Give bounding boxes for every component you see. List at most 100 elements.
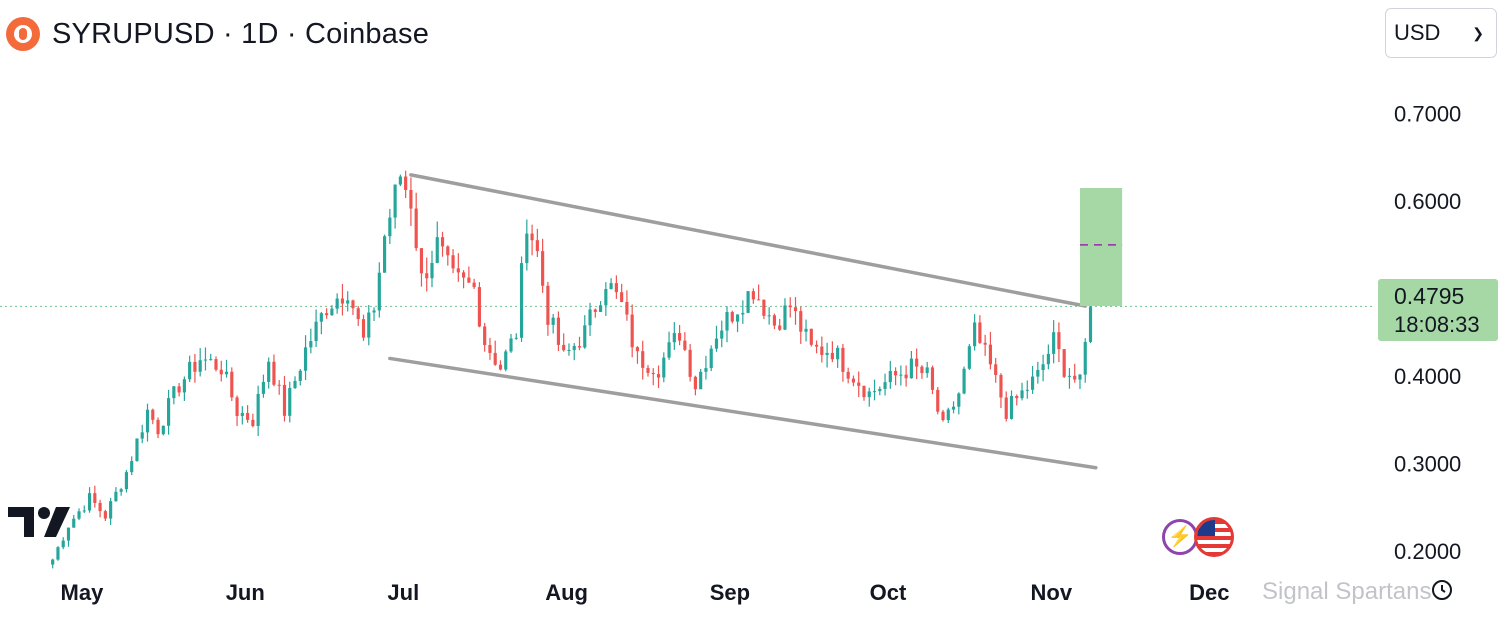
candle	[261, 374, 265, 398]
candle-body	[899, 374, 903, 376]
y-tick-label: 0.4000	[1394, 364, 1461, 389]
candle-body	[693, 376, 697, 390]
candle	[193, 353, 197, 383]
candle	[398, 174, 402, 187]
candle	[646, 365, 650, 377]
candle-body	[246, 412, 250, 420]
candle-body	[446, 246, 450, 256]
candle	[209, 353, 213, 361]
candle-body	[214, 359, 218, 370]
candle-body	[541, 251, 545, 286]
candle-body	[851, 378, 856, 383]
candle-body	[1078, 374, 1082, 380]
candle-body	[114, 491, 118, 502]
candle-body	[77, 511, 81, 519]
candle-body	[915, 358, 919, 367]
us-flag-icon[interactable]	[1194, 517, 1234, 557]
candle-body	[151, 409, 155, 420]
candle	[994, 357, 998, 383]
candle	[951, 401, 956, 414]
timezone-clock-icon[interactable]	[1430, 578, 1454, 602]
candle	[293, 376, 297, 390]
maple-syrup-logo-icon	[6, 17, 40, 51]
candle	[224, 359, 229, 378]
candle	[1062, 349, 1066, 379]
candle	[930, 365, 935, 395]
candle	[704, 355, 708, 380]
candle	[714, 325, 719, 352]
lightning-icon[interactable]: ⚡	[1162, 519, 1198, 555]
candle	[182, 376, 186, 401]
tradingview-logo-icon[interactable]	[8, 505, 72, 539]
candle	[1073, 363, 1077, 383]
candle-body	[735, 314, 740, 322]
candle-body	[793, 307, 798, 312]
candle-body	[930, 367, 935, 390]
candles	[51, 170, 1093, 569]
candle-body	[483, 326, 487, 346]
candle	[519, 256, 524, 342]
currency-select[interactable]: USD ❯	[1385, 8, 1497, 58]
last-price-label: 0.4795 18:08:33	[1378, 279, 1498, 341]
candle	[272, 354, 276, 387]
candle-body	[82, 510, 86, 512]
candle	[925, 361, 929, 378]
candle-body	[762, 299, 766, 316]
candle	[957, 392, 961, 415]
candle-body	[456, 268, 460, 273]
candle	[699, 368, 703, 390]
candle-body	[688, 349, 692, 377]
candle-body	[477, 287, 481, 327]
candle	[730, 310, 734, 324]
candle-body	[209, 359, 213, 361]
upper-trendline	[409, 173, 1087, 308]
candle	[656, 365, 661, 389]
candle	[525, 219, 529, 271]
candle	[830, 341, 834, 363]
candle	[693, 375, 697, 396]
candle	[946, 407, 950, 424]
candle-body	[999, 374, 1003, 398]
candle	[667, 331, 671, 360]
news-flags[interactable]: ⚡	[1160, 517, 1236, 559]
candle-body	[1062, 349, 1066, 377]
candle-body	[814, 344, 819, 347]
candle	[135, 438, 139, 462]
candle-body	[404, 176, 408, 190]
candle-body	[325, 313, 329, 316]
x-tick-label: May	[61, 580, 105, 605]
lower-trendline	[388, 356, 1098, 470]
candle-body	[936, 389, 940, 412]
candle-body	[625, 301, 629, 315]
candle	[804, 319, 808, 342]
candle-body	[1025, 389, 1029, 391]
chart-header: SYRUPUSD · 1D · Coinbase	[6, 14, 429, 54]
candle-body	[1015, 395, 1019, 399]
candle-body	[182, 379, 186, 393]
candle	[282, 376, 287, 422]
candle	[109, 497, 113, 525]
candle-body	[635, 347, 640, 352]
candle	[541, 238, 545, 293]
y-tick-label: 0.2000	[1394, 539, 1461, 564]
candle-body	[103, 511, 107, 519]
candle	[404, 170, 408, 199]
candle-body	[546, 285, 550, 325]
candle	[820, 336, 824, 363]
candle	[962, 366, 966, 395]
candle	[883, 373, 887, 396]
candle	[915, 348, 919, 380]
candle	[894, 367, 898, 386]
candle-body	[145, 409, 150, 433]
candle	[356, 305, 360, 326]
candle-body	[904, 374, 908, 379]
candle	[683, 332, 687, 352]
candle	[751, 288, 755, 304]
candle	[298, 368, 302, 386]
candle	[430, 250, 434, 288]
candle	[203, 347, 208, 371]
candle-body	[462, 272, 466, 278]
candle-body	[967, 346, 971, 369]
candle-body	[314, 321, 318, 342]
